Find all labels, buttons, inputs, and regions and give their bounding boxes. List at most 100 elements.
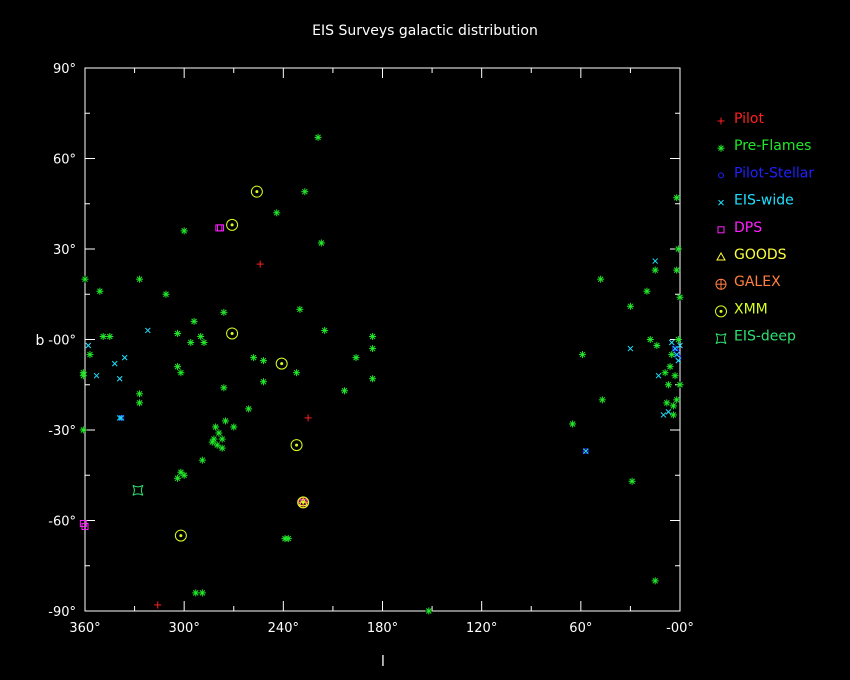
data-point-pre-flames (352, 354, 360, 362)
data-point-pre-flames (663, 399, 671, 407)
data-point-pre-flames (218, 435, 226, 443)
data-point-pre-flames (177, 369, 185, 377)
data-point-eis-wide (116, 375, 123, 382)
data-point-pre-flames (81, 275, 89, 283)
data-point-eis-wide (111, 360, 118, 367)
data-point-eis-wide (673, 351, 680, 358)
data-point-eis-wide (93, 372, 100, 379)
data-point-pre-flames (96, 287, 104, 295)
data-point-pre-flames (301, 188, 309, 196)
data-point-pre-flames (673, 396, 681, 404)
legend-label-galex: GALEX (734, 274, 781, 290)
data-point-eis-wide (665, 409, 672, 415)
data-point-eis-wide (660, 412, 667, 418)
data-point-eis-wide (118, 415, 125, 421)
data-point-pre-flames (99, 332, 107, 340)
data-point-pre-flames (200, 339, 208, 347)
data-point-pre-flames (674, 336, 682, 343)
data-point-eis-wide (652, 258, 659, 264)
y-tick-label: -90° (48, 605, 76, 620)
data-point-pre-flames (673, 194, 681, 202)
data-point-pre-flames (369, 332, 377, 340)
data-point-pre-flames (676, 293, 684, 301)
data-point-pre-flames (212, 423, 220, 431)
data-point-pre-flames (628, 477, 636, 485)
data-point-pre-flames (643, 287, 651, 295)
data-point-pre-flames (260, 378, 267, 386)
data-point-pre-flames (340, 387, 348, 395)
data-point-pre-flames (369, 375, 377, 383)
data-point-pre-flames (162, 290, 170, 298)
data-point-pre-flames (598, 396, 606, 404)
data-point-pre-flames (174, 329, 182, 337)
data-point-eis-wide (121, 354, 128, 361)
y-tick-label: -60° (48, 515, 76, 530)
y-tick-label: 90° (53, 62, 76, 77)
data-point-pre-flames (676, 381, 684, 389)
x-tick-label: -00° (666, 621, 694, 636)
data-point-xmm (250, 185, 263, 198)
data-point-pre-flames (218, 444, 226, 452)
data-point-eis-wide (677, 342, 683, 349)
data-point-pre-flames (198, 589, 206, 597)
data-point-eis-wide (582, 448, 589, 454)
legend-label-eis-deep: EIS-deep (734, 329, 796, 345)
data-point-pre-flames (86, 351, 94, 359)
legend-label-pilot: Pilot (734, 111, 764, 127)
data-point-xmm (174, 529, 187, 542)
data-point-eis-wide (672, 345, 678, 352)
legend-label-pre-flames: Pre-Flames (734, 138, 811, 154)
data-point-eis-wide (655, 372, 662, 379)
data-point-pre-flames (190, 317, 198, 325)
data-point-pre-flames (296, 305, 304, 313)
data-point-pre-flames (646, 336, 654, 343)
y-tick-label: 30° (53, 243, 76, 258)
x-tick-label: 360° (69, 621, 100, 636)
data-point-pilot-stellar (118, 414, 125, 421)
data-point-eis-wide (675, 357, 682, 364)
data-point-dps (81, 523, 89, 531)
legend-marker-goods (716, 251, 726, 261)
data-point-pre-flames (425, 607, 433, 615)
data-point-xmm (290, 439, 303, 452)
data-point-pre-flames (136, 399, 144, 407)
data-point-pre-flames (651, 577, 659, 585)
data-point-pre-flames (651, 266, 659, 274)
data-point-pre-flames (284, 535, 292, 543)
data-point-xmm (275, 357, 288, 370)
legend-marker-pilot-stellar (718, 172, 724, 179)
data-point-pre-flames (314, 133, 322, 141)
data-point-eis-wide (144, 327, 151, 334)
data-point-pre-flames (230, 423, 238, 431)
x-tick-label: 240° (268, 621, 299, 636)
legend-label-xmm: XMM (734, 301, 768, 317)
x-tick-label: 60° (569, 621, 592, 636)
data-point-pre-flames (197, 332, 205, 340)
data-point-pre-flames (136, 275, 144, 283)
data-point-pre-flames (198, 456, 206, 464)
legend-label-goods: GOODS (734, 247, 787, 263)
data-point-pre-flames (220, 308, 228, 316)
data-point-eis-wide (85, 342, 92, 349)
x-tick-label: 180° (367, 621, 398, 636)
data-point-pre-flames (106, 332, 114, 340)
data-point-pre-flames (674, 245, 682, 253)
data-point-pre-flames (578, 351, 586, 359)
data-markers (79, 133, 684, 615)
data-point-pre-flames (317, 239, 325, 247)
data-point-pre-flames (668, 351, 676, 359)
data-point-pre-flames (187, 339, 195, 347)
data-point-xmm (226, 218, 239, 231)
chart-title: EIS Surveys galactic distribution (312, 23, 538, 39)
data-point-pre-flames (192, 589, 200, 597)
data-point-pre-flames (180, 227, 188, 235)
data-point-eis-deep (132, 484, 144, 496)
data-point-pre-flames (661, 369, 669, 377)
legend-marker-galex (715, 278, 727, 290)
legend-marker-xmm (715, 305, 727, 318)
y-tick-label: 60° (53, 153, 76, 168)
legend-label-pilot-stellar: Pilot-Stellar (734, 165, 814, 181)
data-point-pre-flames (260, 357, 267, 365)
data-point-pilot-stellar (582, 448, 589, 455)
